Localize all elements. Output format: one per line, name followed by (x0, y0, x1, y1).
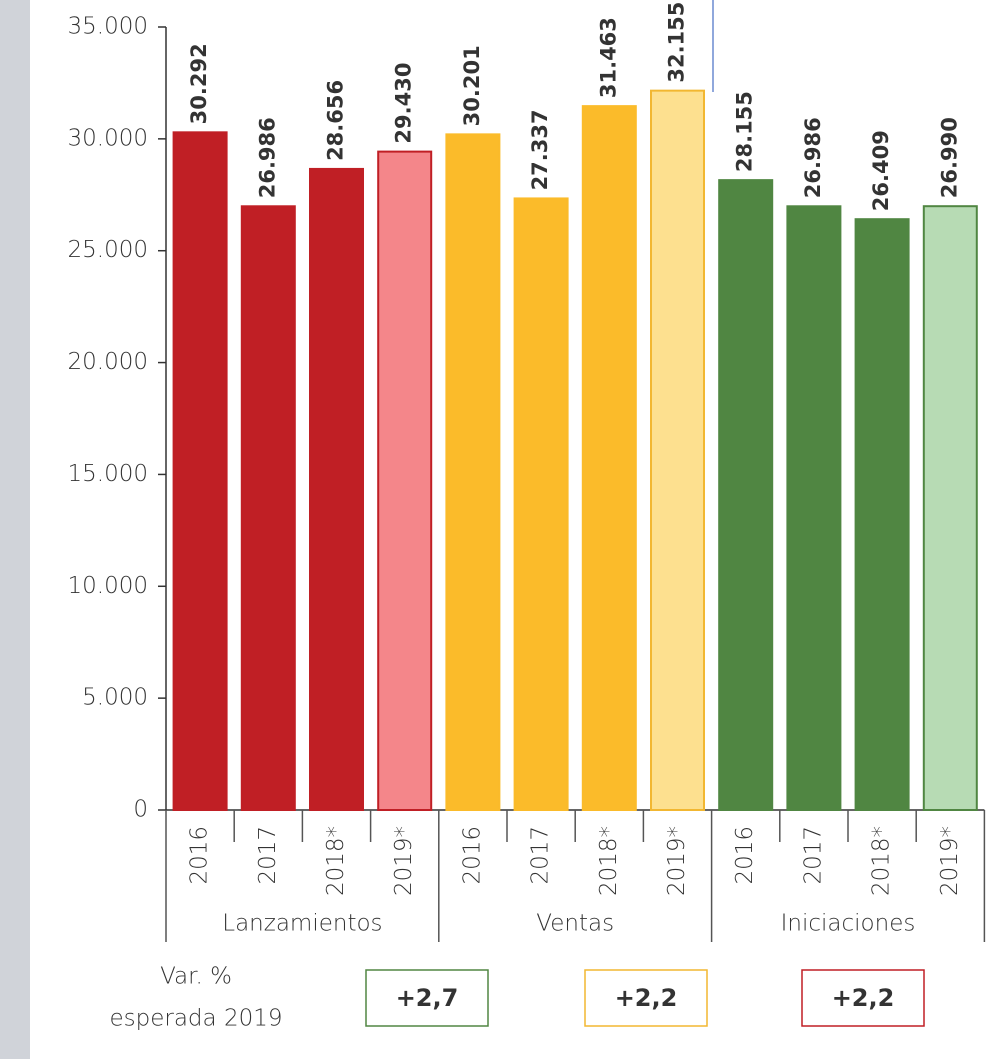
x-tick-label: 2018* (596, 826, 622, 896)
x-tick-label: 2019* (664, 826, 690, 896)
bar (786, 205, 842, 812)
x-tick-label: 2016 (187, 826, 213, 885)
x-tick-label: 2019* (937, 826, 963, 896)
bar (854, 218, 910, 812)
group-label: Iniciaciones (781, 911, 916, 937)
x-tick-label: 2018* (869, 826, 895, 896)
data-label: 26.409 (869, 130, 893, 211)
variation-box (365, 969, 489, 1027)
bar (513, 197, 569, 811)
x-tick-label: 2016 (459, 826, 485, 885)
y-tick-label: 25.000 (68, 237, 148, 263)
variation-value: +2,2 (615, 984, 678, 1012)
bar (240, 205, 296, 812)
y-tick-label: 20.000 (68, 349, 148, 375)
bar (581, 105, 637, 811)
x-tick-label: 2016 (732, 826, 758, 885)
variation-box (584, 969, 708, 1027)
x-tick-label: 2019* (391, 826, 417, 896)
data-label: 28.656 (324, 80, 348, 161)
bar (377, 150, 433, 811)
bar (445, 133, 501, 812)
y-tick-label: 10.000 (68, 573, 148, 599)
x-tick-label: 2017 (528, 826, 554, 885)
data-label: 31.463 (596, 17, 620, 98)
variation-label: esperada 2019 (110, 1006, 283, 1032)
data-label: 30.292 (187, 43, 211, 124)
data-label: 26.986 (801, 117, 825, 198)
data-label: 29.430 (392, 63, 416, 144)
variation-value: +2,7 (396, 984, 459, 1012)
y-tick-label: 15.000 (68, 461, 148, 487)
data-label: 28.155 (733, 91, 757, 172)
variation-label: Var. % (160, 964, 232, 990)
data-label: 30.201 (460, 45, 484, 126)
bar (309, 167, 364, 812)
data-label: 26.986 (255, 117, 279, 198)
bar (650, 89, 705, 811)
group-label: Lanzamientos (222, 911, 382, 937)
y-tick-label: 30.000 (68, 125, 148, 151)
side-strip (0, 0, 30, 1059)
data-label: 32.155 (665, 2, 689, 83)
bar (718, 179, 774, 811)
bar (172, 131, 228, 811)
data-label: 26.990 (937, 117, 961, 198)
y-tick-label: 35.000 (68, 14, 148, 40)
x-tick-label: 2017 (255, 826, 281, 885)
x-tick-label: 2018* (323, 826, 349, 896)
y-tick-label: 0 (133, 797, 148, 823)
data-label: 27.337 (528, 109, 552, 190)
bar (922, 205, 978, 812)
variation-box (801, 969, 925, 1027)
x-tick-label: 2017 (800, 826, 826, 885)
y-tick-label: 5.000 (82, 685, 148, 711)
variation-value: +2,2 (832, 984, 895, 1012)
group-label: Ventas (536, 911, 614, 937)
